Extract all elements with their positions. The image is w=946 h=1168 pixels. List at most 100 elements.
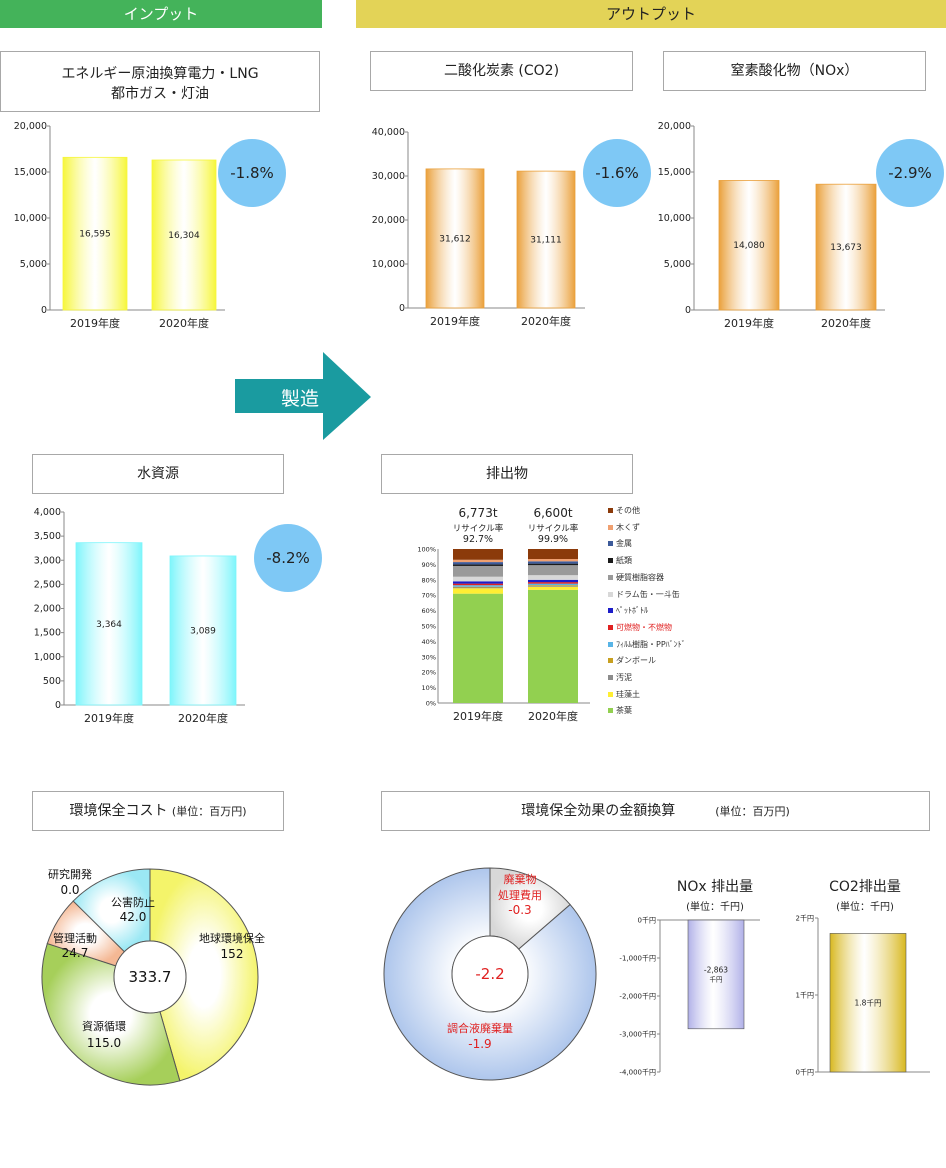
- legend-swatch: [608, 708, 613, 714]
- energy-change-badge: -1.8%: [218, 139, 286, 207]
- stack-segment: [453, 587, 503, 589]
- arrow-shape: [235, 352, 371, 440]
- legend-item: 金属: [608, 538, 632, 549]
- y-tick-label: 500: [43, 676, 61, 687]
- category-label: 2019年度: [453, 709, 503, 723]
- y-tick-label: -2,000千円: [619, 992, 656, 1001]
- legend-label: 汚泥: [616, 673, 632, 682]
- category-label: 2019年度: [70, 316, 120, 330]
- legend-label: ダンボール: [616, 656, 656, 666]
- donut-center-label: 333.7: [129, 968, 172, 986]
- y-tick-label: 1,500: [34, 628, 61, 639]
- donut-center-label: -2.2: [475, 965, 504, 983]
- legend-swatch: [608, 508, 613, 513]
- stack-segment: [528, 575, 578, 580]
- bar: [151, 159, 217, 311]
- stack-segment: [453, 585, 503, 587]
- y-tick-label: 10,000: [658, 213, 691, 224]
- stack-segment: [453, 588, 503, 594]
- slice-name-label: 資源循環: [82, 1019, 126, 1033]
- category-label: 2020年度: [528, 709, 578, 723]
- nox-change-badge: -2.9%: [876, 139, 944, 207]
- slice-name-label: 地球環境保全: [199, 931, 265, 945]
- bar: [718, 180, 780, 311]
- bar-value-label: 3,364: [96, 620, 122, 630]
- slice-name-label: 廃棄物: [504, 872, 537, 886]
- y-tick-label: 2千円: [796, 914, 814, 923]
- legend-item: 珪藻土: [608, 689, 640, 700]
- slice-value-label: -1.9: [468, 1037, 491, 1051]
- bar-value-label: 31,111: [530, 236, 562, 246]
- y-tick-label: 1千円: [796, 991, 814, 1000]
- bar: [516, 170, 576, 309]
- waste-legend: その他 木くず 金属 紙類 硬質樹脂容器 ドラム缶・一斗缶 ﾍﾟｯﾄﾎﾞﾄﾙ 可燃物・不燃物 ﾌ…: [608, 505, 708, 720]
- bar-value-label: 13,673: [830, 243, 862, 253]
- waste-stacked-chart: 0% 10% 20% 30% 40% 50% 60% 70% 80% 90% 100% 6,773t リ…: [417, 506, 590, 723]
- y-tick-label: -1,000千円: [619, 954, 656, 963]
- co2-effect-title: CO2排出量 (単位：千円): [829, 879, 901, 913]
- bar-value-label: 31,612: [439, 234, 471, 244]
- process-arrow: 製造: [235, 352, 371, 440]
- bar: [75, 542, 143, 706]
- arrow-label: 製造: [281, 388, 319, 410]
- category-label: 2020年度: [521, 314, 571, 328]
- legend-label: 紙類: [616, 556, 632, 566]
- water-change-badge: -8.2%: [254, 524, 322, 592]
- y-tick-label: 40,000: [372, 127, 405, 138]
- y-tick-label: 2,000: [34, 604, 61, 615]
- stack-segment: [453, 559, 503, 563]
- stack-segment: [528, 565, 578, 576]
- y-tick-label: 4,000: [34, 507, 61, 518]
- stack-segment: [528, 549, 578, 560]
- legend-label: 茶葉: [616, 706, 632, 716]
- legend-label: 可燃物・不燃物: [616, 622, 672, 632]
- bar: [829, 933, 907, 1073]
- stack-segment: [528, 585, 578, 586]
- y-tick-label: 60%: [422, 607, 436, 615]
- effect-title: 環境保全効果の金額換算 (単位：百万円): [381, 791, 930, 831]
- donut-hole: [113, 940, 187, 1014]
- slice-value-label: 0.0: [60, 883, 79, 897]
- slice-name-label: 処理費用: [498, 888, 542, 902]
- bar: [425, 168, 485, 309]
- recycle-label: リサイクル率: [453, 523, 504, 534]
- stack-segment: [528, 559, 578, 562]
- legend-item: ﾌｨﾙﾑ樹脂・PPﾊﾞﾝﾄﾞ: [608, 639, 686, 650]
- y-tick-label: 30,000: [372, 171, 405, 182]
- y-tick-label: 1,000: [34, 652, 61, 663]
- recycle-rate-label: 99.9%: [538, 534, 568, 545]
- y-tick-label: 0千円: [638, 916, 656, 925]
- water-bar-chart: 0 500 1,000 1,500 2,000 2,500 3,000 3,500 4,000 3…: [34, 507, 245, 725]
- bar-value-label: 16,304: [168, 231, 200, 241]
- slice-value-label: 42.0: [120, 910, 147, 924]
- y-tick-label: 0%: [426, 700, 436, 708]
- legend-label: ﾍﾟｯﾄﾎﾞﾄﾙ: [616, 606, 648, 616]
- water-title: 水資源: [32, 454, 284, 494]
- legend-item: ﾍﾟｯﾄﾎﾞﾄﾙ: [608, 605, 648, 616]
- stack-segment: [453, 562, 503, 565]
- co2-change-badge: -1.6%: [583, 139, 651, 207]
- category-label: 2019年度: [430, 314, 480, 328]
- recycle-label: リサイクル率: [528, 523, 579, 534]
- legend-item: ダンボール: [608, 655, 656, 666]
- y-tick-label: 20,000: [372, 215, 405, 226]
- y-tick-label: 0千円: [796, 1068, 814, 1077]
- y-tick-label: -4,000千円: [619, 1068, 656, 1077]
- bar: [815, 183, 877, 311]
- waste-title: 排出物: [381, 454, 633, 494]
- co2-bar-chart: 0 10,000 20,000 30,000 40,000 31,612 2019年度 31,…: [372, 127, 585, 328]
- y-tick-label: 20%: [422, 669, 436, 677]
- legend-swatch: [608, 591, 613, 597]
- legend-swatch: [608, 558, 613, 564]
- y-tick-label: 3,000: [34, 555, 61, 566]
- stack-segment: [453, 593, 503, 703]
- y-tick-label: 0: [685, 305, 691, 316]
- legend-label: 硬質樹脂容器: [616, 572, 664, 582]
- legend-item: 木くず: [608, 522, 640, 533]
- stack-segment: [453, 576, 503, 582]
- bar: [687, 919, 745, 1030]
- cost-title: 環境保全コスト (単位：百万円): [32, 791, 284, 831]
- y-tick-label: -3,000千円: [619, 1030, 656, 1039]
- legend-item: 紙類: [608, 555, 632, 566]
